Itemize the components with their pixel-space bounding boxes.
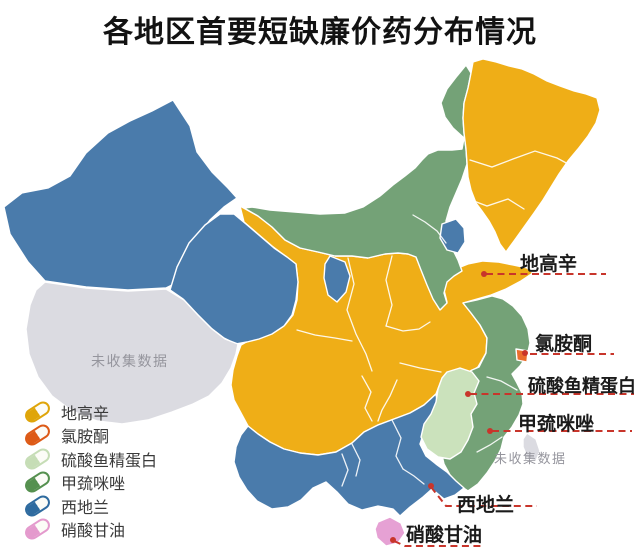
region-xinjiang: [3, 99, 238, 291]
legend-item-label: 硫酸鱼精蛋白: [61, 452, 158, 470]
no-data-label-tibet: 未收集数据: [91, 353, 169, 369]
legend-item-methimazole: 甲巯咪唑: [22, 469, 157, 496]
legend-item-protamine: 硫酸鱼精蛋白: [22, 445, 158, 472]
callout-label-methimazole: 甲巯咪唑: [518, 414, 595, 435]
callout-label-nitroglycerin: 硝酸甘油: [406, 525, 483, 546]
region-south-blue: [233, 393, 465, 517]
callout-dot-ketamine: [522, 350, 528, 356]
region-inner-mongolia-hebei: [243, 64, 472, 311]
legend-item-cedilanid: 西地兰: [22, 492, 157, 519]
callout-label-cedilanid: 西地兰: [457, 495, 515, 516]
capsule-pill-icon: [22, 492, 53, 519]
callout-label-protamine: 硫酸鱼精蛋白: [528, 376, 636, 396]
page-title: 各地区首要短缺廉价药分布情况: [103, 16, 537, 49]
callout-dot-cedilanid: [428, 483, 434, 489]
legend-item-digoxin: 地高辛: [22, 398, 157, 425]
legend: 地高辛 氯胺酮 硫酸鱼精蛋白 甲巯咪唑 西地兰 硝酸甘油: [22, 398, 158, 543]
capsule-pill-icon: [22, 422, 53, 449]
capsule-pill-icon: [22, 398, 53, 425]
region-hainan: [374, 516, 406, 547]
legend-item-label: 西地兰: [61, 499, 110, 517]
region-tibet: [25, 281, 239, 425]
capsule-pill-icon: [22, 445, 53, 472]
callout-dot-methimazole: [487, 428, 493, 434]
callout-line-cedilanid: [430, 486, 537, 507]
legend-item-nitroglycerin: 硝酸甘油: [22, 516, 157, 543]
callout-dot-protamine: [465, 391, 471, 397]
region-ningxia: [323, 255, 351, 303]
region-northeast: [462, 58, 601, 253]
region-anhui: [420, 367, 480, 460]
callout-label-ketamine: 氯胺酮: [535, 334, 593, 355]
region-qinghai: [169, 213, 299, 345]
callout-label-digoxin: 地高辛: [520, 254, 578, 275]
callout-dot-nitroglycerin: [390, 537, 396, 543]
legend-item-label: 地高辛: [61, 405, 110, 423]
region-taiwan: [522, 432, 541, 462]
legend-item-ketamine: 氯胺酮: [22, 422, 157, 449]
region-beijing: [439, 218, 466, 254]
legend-item-label: 硝酸甘油: [61, 523, 126, 541]
legend-item-label: 氯胺酮: [61, 429, 110, 447]
callout-lines: [393, 273, 634, 547]
callout-dots: [390, 271, 528, 543]
no-data-label-taiwan: 未收集数据: [494, 451, 567, 466]
capsule-pill-icon: [22, 516, 53, 543]
callout-line-nitroglycerin: [393, 540, 481, 547]
province-border-lines: [296, 150, 571, 487]
legend-item-label: 甲巯咪唑: [61, 476, 126, 494]
callout-dot-digoxin: [481, 271, 487, 277]
capsule-pill-icon: [22, 469, 53, 496]
map-regions: [3, 58, 601, 547]
